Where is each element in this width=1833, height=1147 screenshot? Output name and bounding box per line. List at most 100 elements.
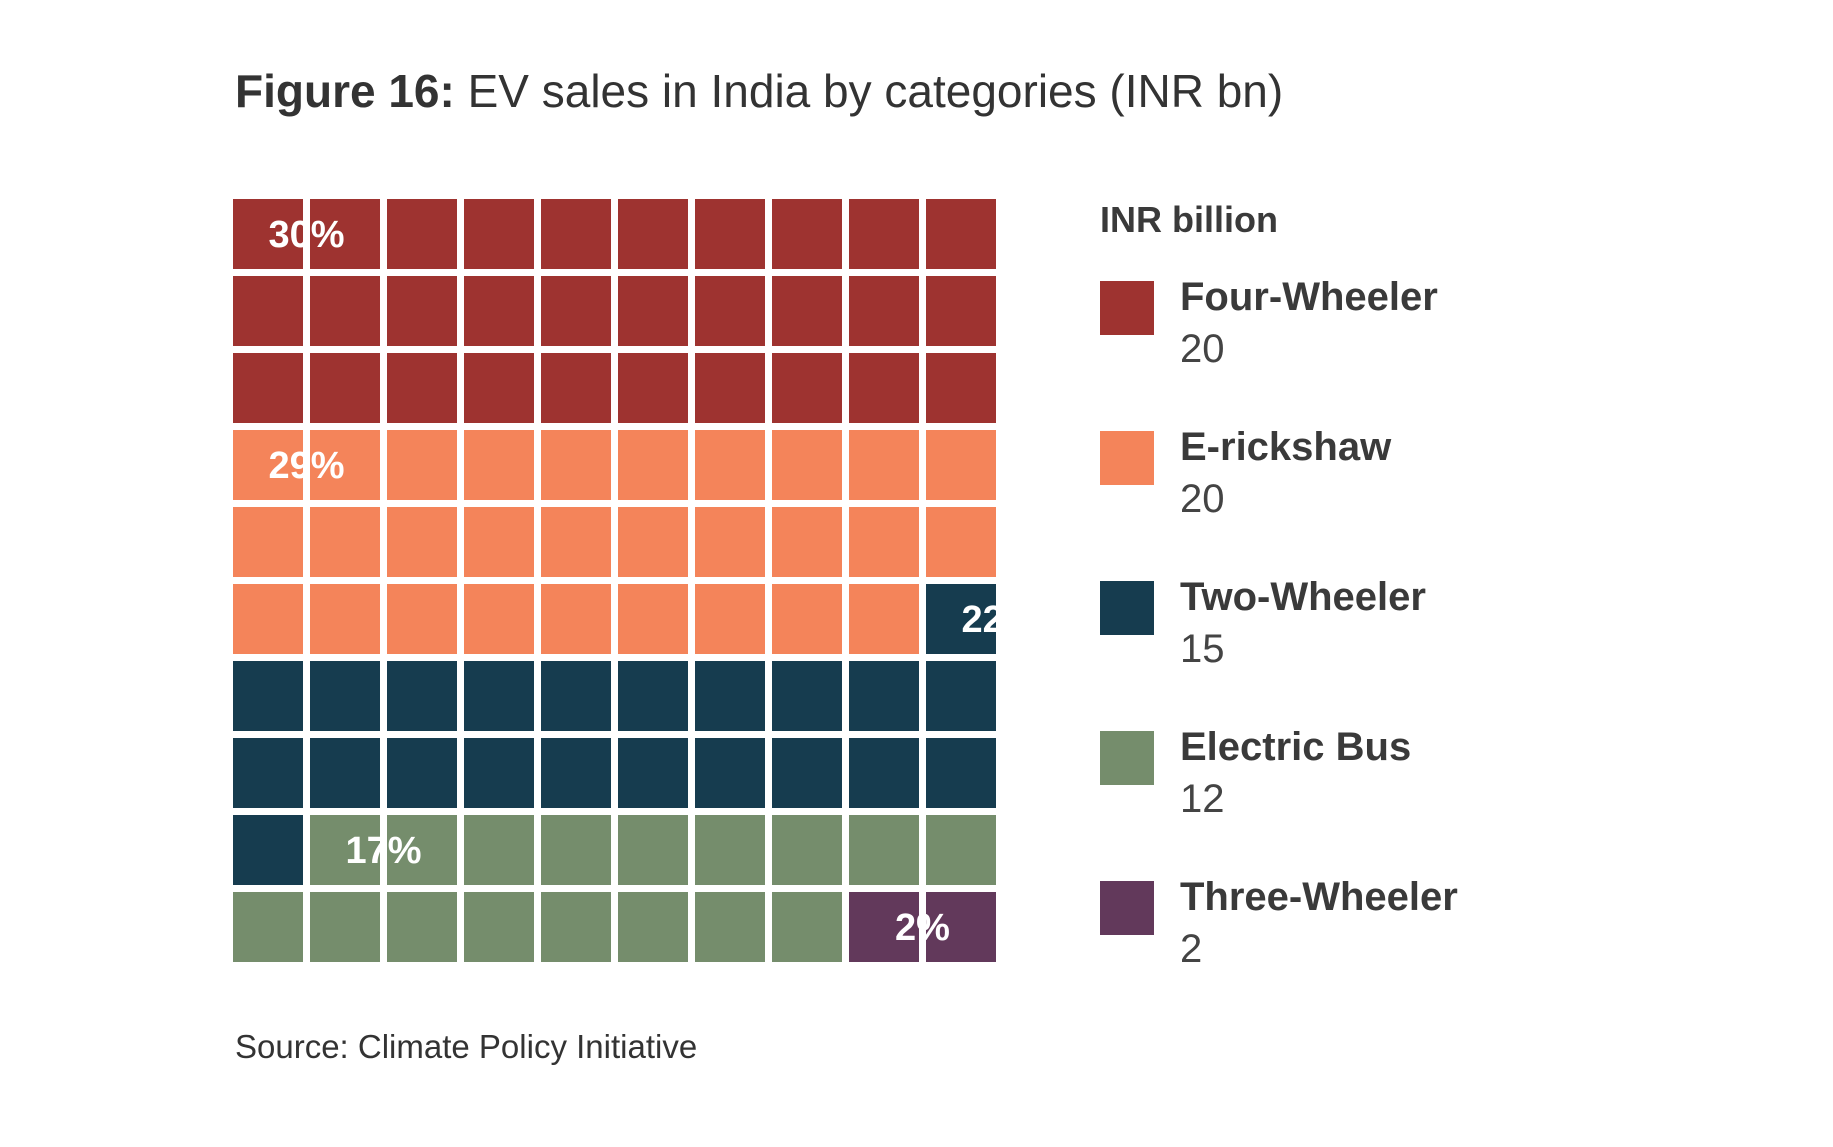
- waffle-cell-electric-bus: [464, 892, 534, 962]
- waffle-cell-electric-bus: [695, 815, 765, 885]
- legend-label: Four-Wheeler: [1180, 275, 1438, 319]
- waffle-cell-two-wheeler: [464, 738, 534, 808]
- legend-swatch: [1100, 431, 1154, 485]
- waffle-cell-four-wheeler: [464, 276, 534, 346]
- waffle-cell-electric-bus: [310, 892, 380, 962]
- waffle-cell-electric-bus: [618, 892, 688, 962]
- waffle-cell-four-wheeler: [695, 276, 765, 346]
- waffle-cell-two-wheeler: [772, 738, 842, 808]
- waffle-cell-e-rickshaw: [772, 430, 842, 500]
- percent-label-three-wheeler: 2%: [895, 907, 950, 949]
- waffle-cell-two-wheeler: [772, 661, 842, 731]
- waffle-cell-two-wheeler: [310, 661, 380, 731]
- legend-item-electric-bus: Electric Bus 12: [1100, 725, 1700, 851]
- waffle-cell-e-rickshaw: [233, 430, 303, 500]
- legend-item-two-wheeler: Two-Wheeler 15: [1100, 575, 1700, 701]
- legend-label: E-rickshaw: [1180, 425, 1392, 469]
- source-note: Source: Climate Policy Initiative: [235, 1028, 698, 1065]
- waffle-cell-two-wheeler: [618, 661, 688, 731]
- legend-item-three-wheeler: Three-Wheeler 2: [1100, 875, 1700, 1001]
- waffle-cell-e-rickshaw: [618, 430, 688, 500]
- waffle-cell-two-wheeler: [849, 738, 919, 808]
- percent-label-two-wheeler: 22%: [961, 599, 997, 641]
- waffle-cell-electric-bus: [310, 815, 380, 885]
- waffle-cell-two-wheeler: [387, 738, 457, 808]
- waffle-cell-electric-bus: [387, 815, 457, 885]
- waffle-cell-e-rickshaw: [926, 507, 996, 577]
- waffle-cell-e-rickshaw: [387, 507, 457, 577]
- waffle-chart: 30% 29% 22% 17% 2%: [233, 199, 997, 962]
- waffle-cell-two-wheeler: [233, 661, 303, 731]
- legend-label: Two-Wheeler: [1180, 575, 1426, 619]
- waffle-cell-electric-bus: [541, 892, 611, 962]
- waffle-cell-e-rickshaw: [849, 584, 919, 654]
- chart-title: Figure 16: EV sales in India by categori…: [235, 64, 1283, 118]
- waffle-cell-four-wheeler: [926, 276, 996, 346]
- legend-label: Electric Bus: [1180, 725, 1412, 769]
- waffle-cell-two-wheeler: [849, 661, 919, 731]
- waffle-cell-electric-bus: [926, 815, 996, 885]
- waffle-cell-electric-bus: [772, 815, 842, 885]
- waffle-cell-e-rickshaw: [695, 430, 765, 500]
- waffle-cell-four-wheeler: [849, 199, 919, 269]
- waffle-cell-electric-bus: [618, 815, 688, 885]
- waffle-cell-four-wheeler: [387, 276, 457, 346]
- waffle-cell-two-wheeler: [387, 661, 457, 731]
- waffle-cell-four-wheeler: [541, 276, 611, 346]
- waffle-cell-electric-bus: [387, 892, 457, 962]
- legend-swatch: [1100, 281, 1154, 335]
- waffle-cell-four-wheeler: [618, 276, 688, 346]
- waffle-cell-e-rickshaw: [541, 507, 611, 577]
- waffle-cell-four-wheeler: [464, 199, 534, 269]
- waffle-cell-four-wheeler: [695, 353, 765, 423]
- waffle-cell-e-rickshaw: [233, 507, 303, 577]
- legend-swatch: [1100, 881, 1154, 935]
- waffle-cell-e-rickshaw: [310, 584, 380, 654]
- percent-label-electric-bus: 17%: [345, 830, 421, 872]
- waffle-cell-electric-bus: [849, 815, 919, 885]
- waffle-cell-two-wheeler: [464, 661, 534, 731]
- waffle-cell-e-rickshaw: [618, 584, 688, 654]
- waffle-cell-four-wheeler: [772, 199, 842, 269]
- waffle-cell-four-wheeler: [310, 276, 380, 346]
- waffle-cell-two-wheeler: [695, 738, 765, 808]
- waffle-cell-two-wheeler: [926, 661, 996, 731]
- waffle-cell-four-wheeler: [541, 353, 611, 423]
- waffle-cell-e-rickshaw: [849, 430, 919, 500]
- waffle-cell-four-wheeler: [233, 199, 303, 269]
- percent-label-four-wheeler: 30%: [268, 214, 344, 256]
- waffle-cell-e-rickshaw: [849, 507, 919, 577]
- waffle-cell-e-rickshaw: [772, 507, 842, 577]
- waffle-cell-e-rickshaw: [695, 507, 765, 577]
- legend-swatch: [1100, 731, 1154, 785]
- waffle-cell-e-rickshaw: [695, 584, 765, 654]
- waffle-cell-electric-bus: [772, 892, 842, 962]
- waffle-cell-e-rickshaw: [618, 507, 688, 577]
- waffle-cell-e-rickshaw: [541, 430, 611, 500]
- waffle-cell-four-wheeler: [310, 353, 380, 423]
- waffle-cell-four-wheeler: [849, 276, 919, 346]
- legend-value: 20: [1180, 327, 1225, 371]
- waffle-cell-four-wheeler: [926, 199, 996, 269]
- waffle-cell-e-rickshaw: [464, 430, 534, 500]
- legend-value: 15: [1180, 627, 1225, 671]
- waffle-cell-electric-bus: [233, 892, 303, 962]
- waffle-cell-two-wheeler: [233, 815, 303, 885]
- waffle-cell-four-wheeler: [926, 353, 996, 423]
- waffle-cell-four-wheeler: [772, 276, 842, 346]
- waffle-cell-three-wheeler: [849, 892, 919, 962]
- waffle-cell-e-rickshaw: [464, 584, 534, 654]
- waffle-cell-e-rickshaw: [926, 430, 996, 500]
- waffle-cell-two-wheeler: [618, 738, 688, 808]
- waffle-cell-two-wheeler: [926, 584, 996, 654]
- waffle-cell-four-wheeler: [464, 353, 534, 423]
- legend-item-e-rickshaw: E-rickshaw 20: [1100, 425, 1700, 551]
- waffle-cell-e-rickshaw: [387, 430, 457, 500]
- waffle-cell-electric-bus: [541, 815, 611, 885]
- waffle-cell-four-wheeler: [387, 353, 457, 423]
- waffle-cell-e-rickshaw: [464, 507, 534, 577]
- waffle-cell-e-rickshaw: [310, 430, 380, 500]
- legend-value: 20: [1180, 477, 1225, 521]
- waffle-cell-e-rickshaw: [541, 584, 611, 654]
- legend-label: Three-Wheeler: [1180, 875, 1458, 919]
